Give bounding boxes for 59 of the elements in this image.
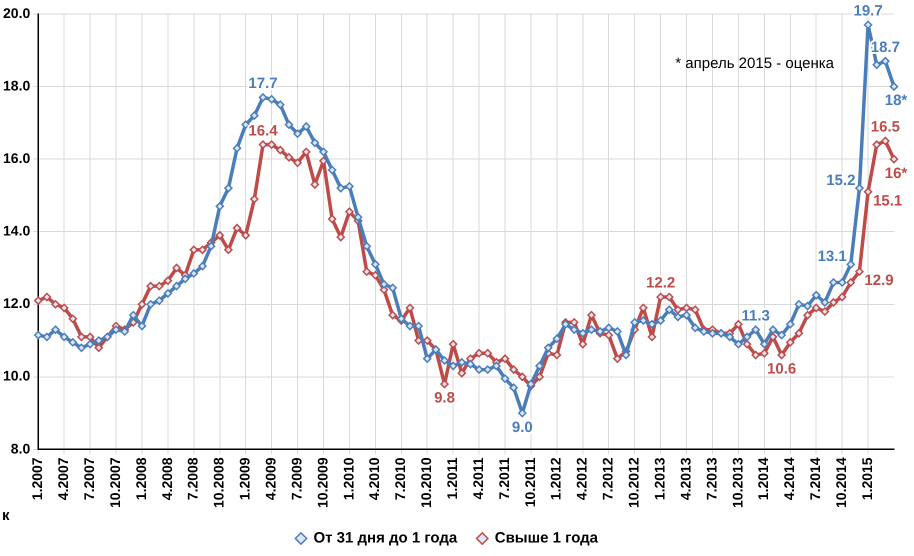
x-tick-label: 1.2011 [444,457,460,500]
x-tick-label: 4.2014 [781,457,798,500]
y-tick-label: 16.0 [3,150,30,166]
x-tick-label: 7.2009 [288,457,304,500]
data-label: 10.6 [767,360,796,378]
x-tick-label: 4.2011 [470,457,486,500]
x-tick-label: 10.2008 [210,457,227,508]
x-tick-label: 7.2013 [703,457,720,500]
x-tick-label: 10.2011 [522,457,538,508]
x-tick-label: 4.2012 [574,457,590,500]
data-label: 16* [884,164,908,182]
x-tick-label: 7.2012 [600,457,616,500]
x-tick-label: 4.2013 [677,457,694,500]
x-tick-label: 4.2007 [55,457,72,500]
x-tick-label: 1.2010 [340,457,356,500]
x-tick-label: 10.2009 [314,457,330,508]
x-tick-label: 4.2010 [366,457,382,500]
x-tick-label: 7.2008 [184,457,201,500]
x-tick-label: 7.2010 [392,457,408,500]
legend-label: От 31 дня до 1 года [313,530,458,547]
text: к [2,507,10,524]
x-tick-label: 1.2009 [236,457,253,500]
x-tick-label: 10.2013 [729,457,746,508]
x-tick-label: 4.2008 [158,457,175,500]
data-label: 12.2 [646,274,676,292]
x-tick-label: 10.2010 [418,457,434,508]
data-label: 12.9 [864,272,894,290]
y-tick-label: 14.0 [3,222,30,239]
data-label: 9.0 [512,418,533,436]
data-label: 16.4 [248,122,278,140]
x-tick-label: 7.2007 [80,457,97,500]
data-label: 18* [884,92,908,110]
y-tick-label: 18.0 [3,77,30,94]
x-tick-label: 7.2014 [807,457,824,500]
data-label: 9.8 [434,390,455,407]
x-tick-label: 1.2014 [755,457,772,500]
legend-label: Свыше 1 года [494,530,599,547]
data-label: 13.1 [818,248,847,265]
y-tick-label: 20.0 [3,4,30,21]
y-tick-label: 12.0 [3,295,30,312]
data-label: 17.7 [248,75,278,92]
data-label: 11.3 [742,307,770,324]
x-tick-label: 4.2009 [262,457,278,500]
y-tick-label: 10.0 [3,368,30,384]
x-tick-label: 1.2015 [858,457,875,500]
annotation: * апрель 2015 - оценка [675,55,835,72]
x-tick-label: 10.2007 [106,457,123,508]
x-tick-label: 1.2012 [548,457,564,500]
x-tick-label: 1.2007 [29,457,46,500]
x-tick-label: 1.2013 [651,457,668,500]
x-tick-label: 10.2014 [832,457,849,508]
data-label: 16.5 [870,118,900,136]
data-label: 15.2 [826,172,856,189]
data-label: 15.1 [873,192,902,210]
y-tick-label: 8.0 [10,440,30,456]
data-label: 19.7 [853,2,883,20]
x-tick-label: 7.2011 [496,457,512,500]
x-tick-label: 1.2008 [132,457,149,500]
x-tick-label: 10.2012 [626,457,642,508]
